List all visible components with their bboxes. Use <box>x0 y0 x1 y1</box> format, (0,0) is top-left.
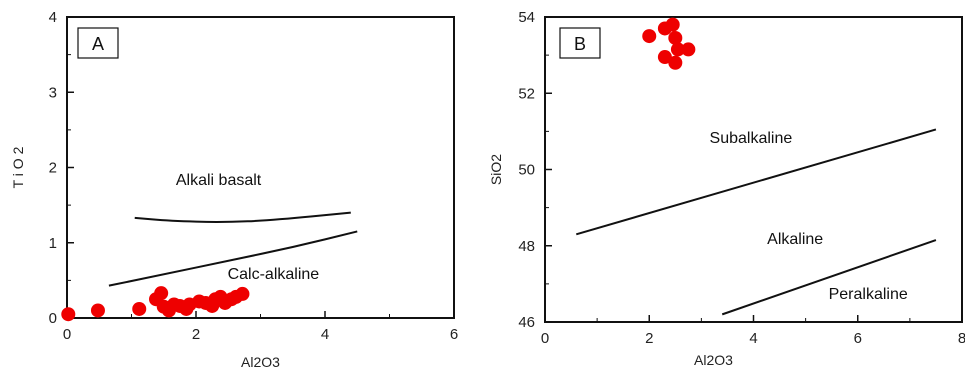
data-point <box>132 301 147 316</box>
x-tick-label: 2 <box>192 326 200 343</box>
y-axis-label: SiO2 <box>488 154 504 185</box>
data-point <box>642 29 657 44</box>
data-point <box>90 303 105 318</box>
panel-label-box <box>559 27 601 59</box>
plot-frame <box>544 16 963 323</box>
data-point <box>665 17 680 32</box>
data-point <box>670 42 685 57</box>
x-tick-label: 0 <box>63 326 71 343</box>
y-tick-label: 3 <box>49 84 57 101</box>
x-tick-label: 0 <box>541 330 549 347</box>
data-point <box>657 50 672 65</box>
x-tick-label: 6 <box>854 330 862 347</box>
data-point <box>668 30 683 45</box>
x-tick-label: 8 <box>958 330 965 347</box>
boundary-line-lower <box>108 230 358 287</box>
y-tick-label: 0 <box>49 310 57 327</box>
y-tick-label: 4 <box>49 9 57 26</box>
y-tick-label: 1 <box>49 235 57 252</box>
data-point <box>61 307 76 322</box>
y-tick-label: 46 <box>518 314 535 331</box>
data-point <box>235 286 250 301</box>
region-label: Alkali basalt <box>176 172 262 189</box>
region-label: Subalkaline <box>710 130 793 147</box>
y-tick-label: 54 <box>518 9 535 26</box>
panel-label: A <box>92 34 104 54</box>
region-label: Calc-alkaline <box>228 266 320 283</box>
x-tick-label: 4 <box>321 326 329 343</box>
x-axis-label: Al2O3 <box>694 352 733 368</box>
data-point <box>668 55 683 70</box>
data-point <box>154 286 169 301</box>
x-axis-label: Al2O3 <box>241 354 280 370</box>
y-tick-label: 48 <box>518 238 535 255</box>
x-tick-label: 6 <box>450 326 458 343</box>
y-tick-label: 50 <box>518 162 535 179</box>
region-label: Alkaline <box>767 231 823 248</box>
panel-label: B <box>574 34 586 54</box>
data-point <box>681 42 696 57</box>
boundary-line-upper <box>134 211 351 223</box>
panel-b: 0 2 4 6 84648505254Al2O3SiO2BSubalkalineAlka… <box>488 9 965 368</box>
y-tick-label: 52 <box>518 85 535 102</box>
region-label: Peralkaline <box>829 286 908 303</box>
panel-a: 0 2 4 6 0 1 2 3 4 Al2O3 T i O 2 A Alkali basalt Calc-… <box>10 9 458 370</box>
panel-label-box <box>77 27 119 59</box>
x-tick-label: 4 <box>749 330 757 347</box>
x-tick-label: 2 <box>645 330 653 347</box>
y-axis-label: T i O 2 <box>10 146 26 188</box>
y-tick-label: 2 <box>49 160 57 177</box>
boundary-line-alkaline-peralkaline <box>721 239 937 316</box>
boundary-line-subalkaline-alkaline <box>575 128 937 236</box>
